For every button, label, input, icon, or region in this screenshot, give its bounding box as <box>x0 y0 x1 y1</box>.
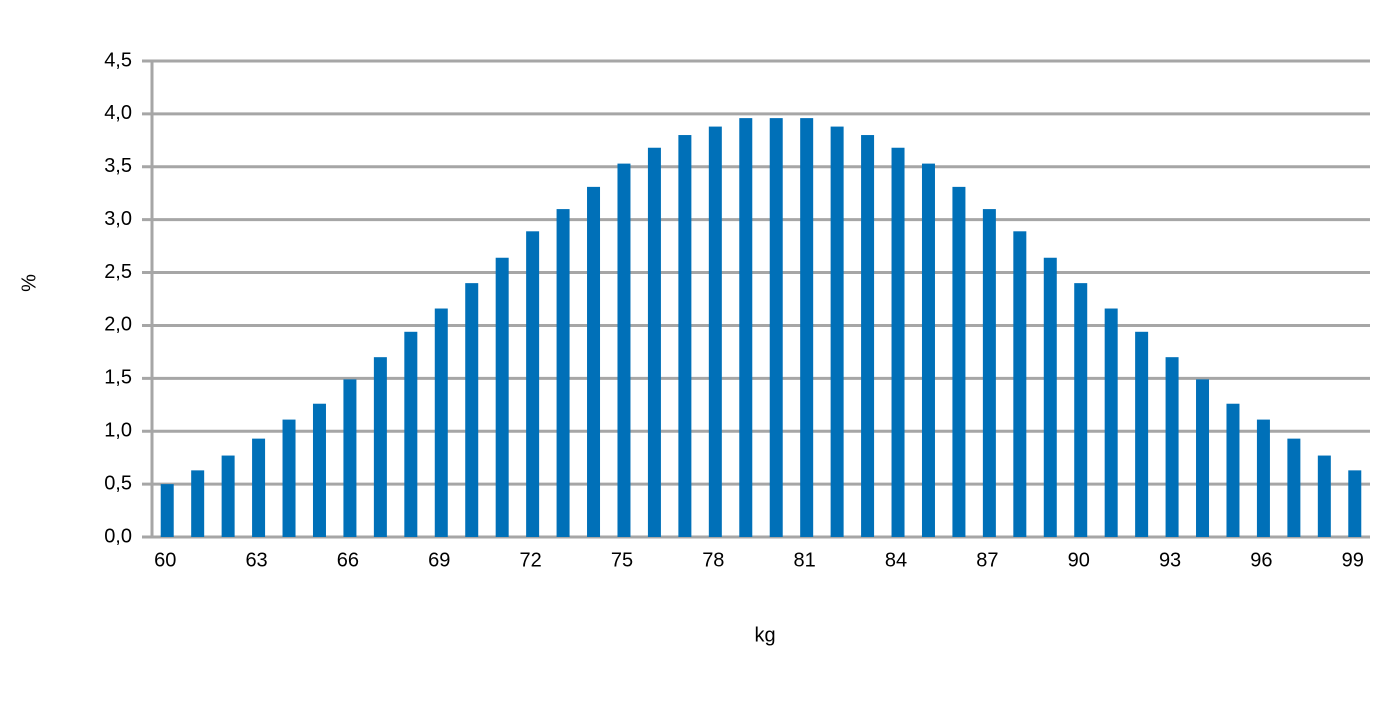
bar <box>343 379 357 537</box>
bar <box>891 147 905 537</box>
bar <box>252 438 266 537</box>
bar <box>769 118 783 538</box>
bar <box>1135 331 1149 537</box>
bar <box>191 470 205 537</box>
bar <box>221 455 235 537</box>
x-tick-label: 87 <box>976 549 998 571</box>
x-tick-label: 72 <box>520 549 542 571</box>
y-tick-label: 2,5 <box>104 261 132 283</box>
y-tick-label: 3,5 <box>104 155 132 177</box>
x-tick-label: 90 <box>1068 549 1090 571</box>
bar <box>708 126 722 538</box>
bar <box>160 484 174 537</box>
y-axis-label: % <box>18 274 40 292</box>
bar <box>1287 438 1301 537</box>
bar <box>800 118 814 538</box>
bar <box>1256 419 1270 537</box>
x-tick-label: 66 <box>337 549 359 571</box>
y-tick-label: 1,5 <box>104 367 132 389</box>
x-tick-label: 96 <box>1250 549 1272 571</box>
bar <box>434 308 448 537</box>
bar <box>617 163 631 538</box>
bar <box>952 186 966 537</box>
y-tick-label: 4,0 <box>104 102 132 124</box>
bar <box>647 147 661 537</box>
y-tick-label: 2,0 <box>104 314 132 336</box>
bar <box>1013 231 1027 537</box>
bar <box>1196 379 1210 537</box>
bar <box>465 283 479 537</box>
bar <box>404 331 418 537</box>
bar <box>373 357 387 537</box>
y-tick-label: 0,5 <box>104 472 132 494</box>
bar <box>526 231 540 537</box>
x-tick-label: 75 <box>611 549 633 571</box>
bar <box>1226 403 1240 537</box>
y-tick-label: 0,0 <box>104 525 132 547</box>
bar <box>1317 455 1331 537</box>
bar <box>739 118 753 538</box>
y-tick-label: 1,0 <box>104 420 132 442</box>
bar <box>587 186 601 537</box>
bar <box>282 419 296 537</box>
x-tick-label: 63 <box>245 549 267 571</box>
bar <box>830 126 844 538</box>
bar <box>312 403 326 537</box>
x-tick-label: 99 <box>1342 549 1364 571</box>
x-tick-label: 93 <box>1159 549 1181 571</box>
bar <box>1104 308 1118 537</box>
x-tick-label: 84 <box>885 549 907 571</box>
bar <box>861 135 875 538</box>
bar <box>1165 357 1179 537</box>
bar <box>1074 283 1088 537</box>
bar <box>982 209 996 538</box>
bar <box>1043 257 1057 537</box>
y-tick-label: 3,0 <box>104 208 132 230</box>
x-tick-label: 81 <box>794 549 816 571</box>
bar <box>921 163 935 538</box>
x-axis-label: kg <box>754 624 775 646</box>
bar <box>495 257 509 537</box>
y-tick-label: 4,5 <box>104 49 132 71</box>
x-tick-label: 69 <box>428 549 450 571</box>
x-tick-label: 60 <box>154 549 176 571</box>
bar <box>1348 470 1362 537</box>
bar <box>556 209 570 538</box>
x-tick-label: 78 <box>702 549 724 571</box>
bar <box>678 135 692 538</box>
